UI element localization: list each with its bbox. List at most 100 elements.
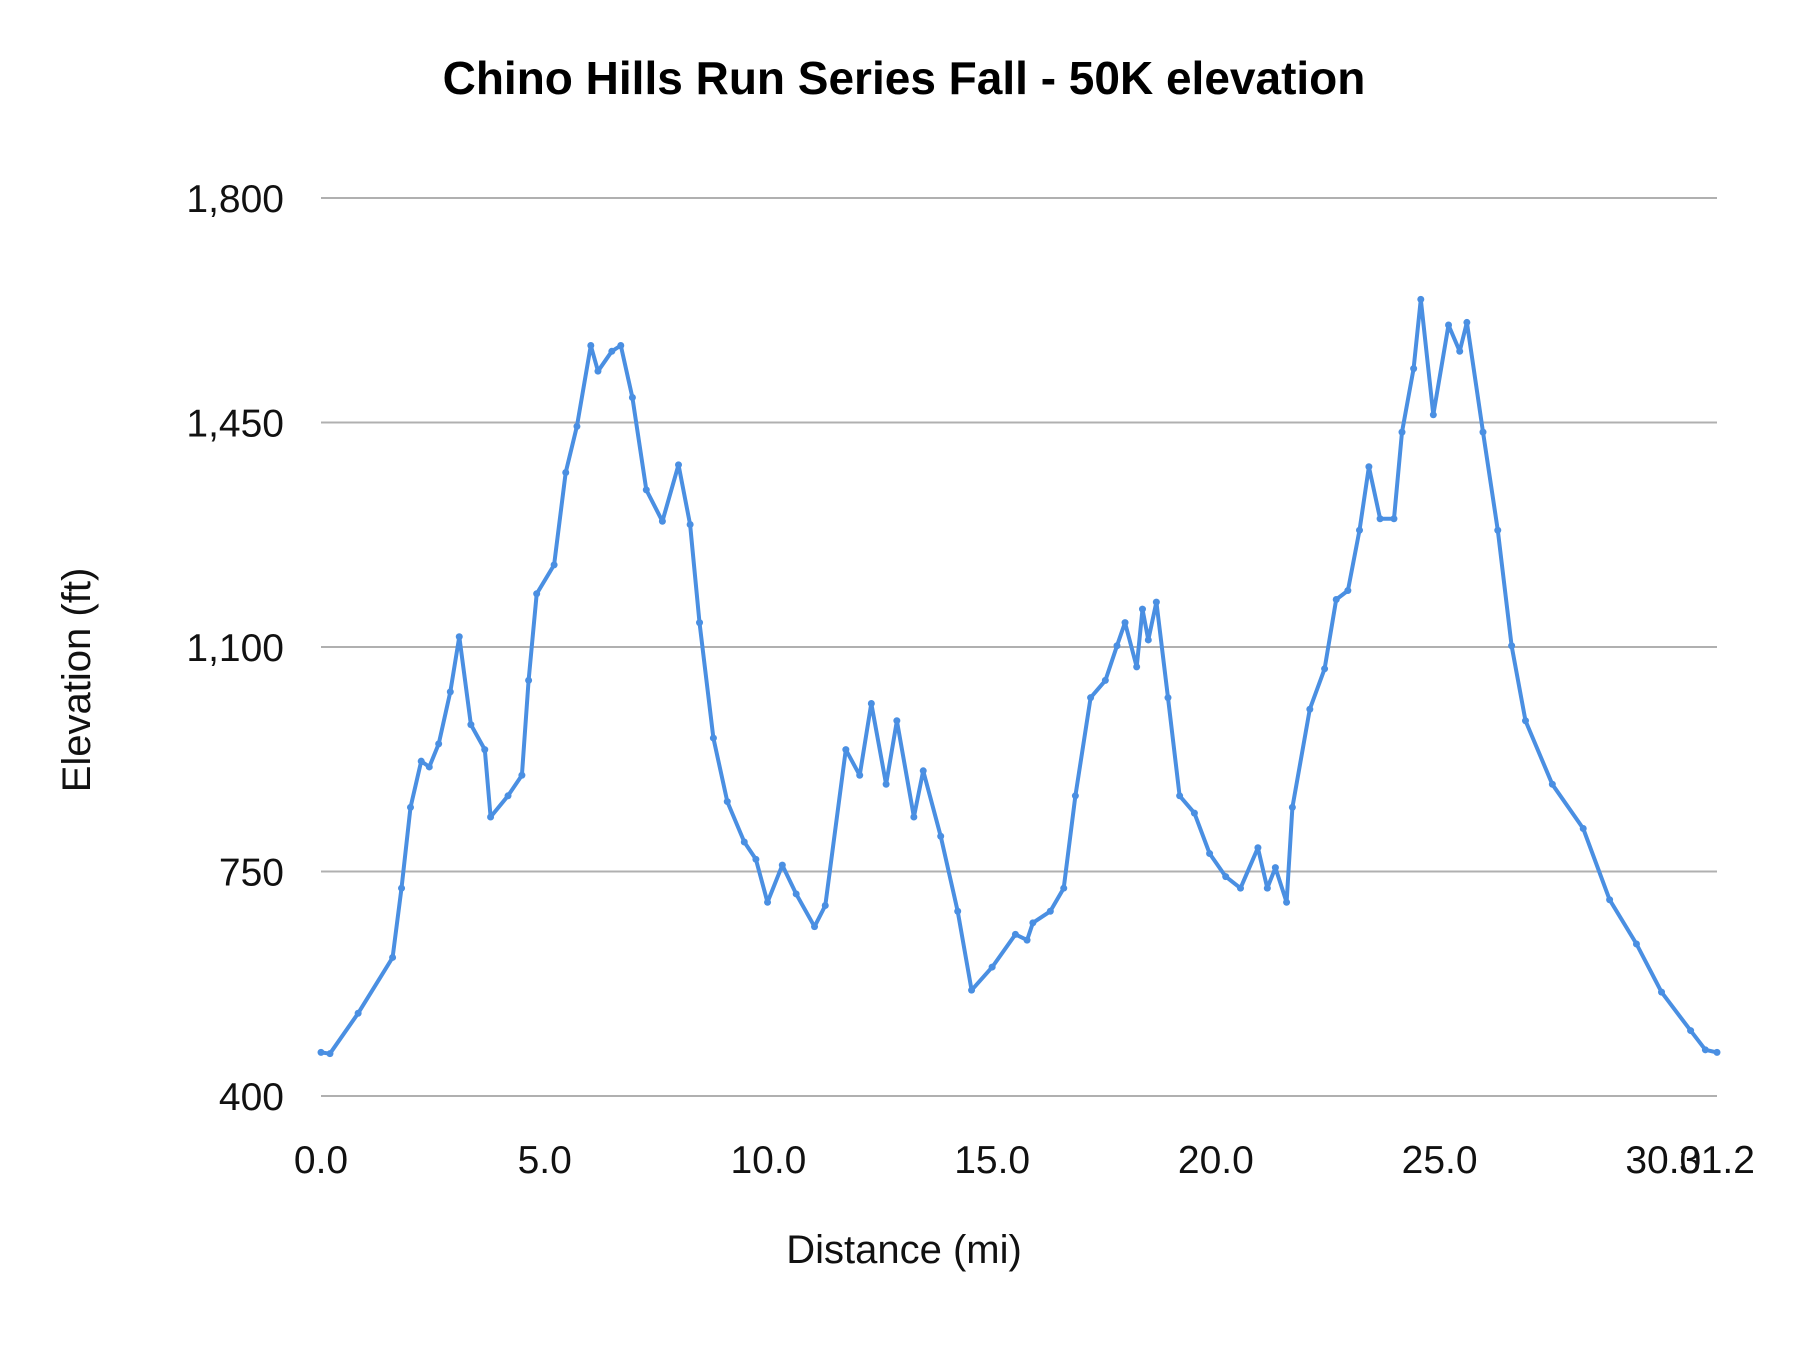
y-axis-ticks: 400 750 1,100 1,450 1,800 — [186, 178, 284, 1119]
data-point — [550, 561, 558, 569]
data-point — [1344, 587, 1352, 595]
y-tick-label: 1,800 — [186, 178, 284, 221]
data-point — [1632, 940, 1640, 948]
x-tick-label: 15.0 — [954, 1139, 1030, 1182]
data-point — [658, 517, 666, 525]
elevation-line — [320, 297, 1718, 1056]
data-point — [1445, 321, 1453, 329]
data-point — [1113, 642, 1121, 650]
data-point — [518, 771, 526, 779]
data-point — [1390, 515, 1398, 523]
data-point — [1101, 676, 1109, 684]
y-tick-label: 1,100 — [186, 627, 284, 670]
data-point — [1508, 642, 1516, 650]
data-point — [573, 422, 581, 430]
x-axis-ticks: 0.0 5.0 10.0 15.0 20.0 25.0 30.031.2 — [294, 1139, 1755, 1182]
data-point — [1606, 896, 1614, 904]
data-point — [628, 393, 636, 401]
y-tick-label: 750 — [219, 852, 284, 895]
data-point — [954, 907, 962, 915]
data-point — [317, 1048, 325, 1056]
data-point — [856, 771, 864, 779]
data-point — [425, 763, 433, 771]
data-point — [1410, 365, 1418, 373]
data-point — [504, 792, 512, 800]
data-point — [821, 901, 829, 909]
data-point — [740, 838, 748, 846]
data-point — [1046, 907, 1054, 915]
data-point — [1701, 1046, 1709, 1054]
y-axis-label: Elevation (ft) — [55, 568, 99, 793]
data-point — [1206, 850, 1214, 858]
data-point — [882, 780, 890, 788]
data-point — [1479, 428, 1487, 436]
y-tick-label: 1,450 — [186, 403, 284, 446]
data-point — [1071, 792, 1079, 800]
data-point — [1254, 844, 1262, 852]
data-point — [1332, 596, 1340, 604]
data-point — [968, 986, 976, 994]
data-point — [752, 855, 760, 863]
x-tick-label: 20.0 — [1178, 1139, 1254, 1182]
data-point — [1321, 665, 1329, 673]
data-point — [642, 486, 650, 494]
data-point — [435, 740, 443, 748]
data-point — [1121, 619, 1129, 627]
data-point — [1417, 295, 1425, 303]
data-point — [988, 963, 996, 971]
data-point — [1398, 428, 1406, 436]
data-point — [867, 699, 875, 707]
data-point — [467, 721, 475, 729]
data-point — [811, 923, 819, 931]
data-point — [709, 734, 717, 742]
data-point — [608, 347, 616, 355]
y-tick-label: 400 — [219, 1076, 284, 1119]
data-point — [1263, 884, 1271, 892]
data-point — [406, 803, 414, 811]
data-point — [562, 469, 570, 477]
data-point — [1152, 598, 1160, 606]
data-point — [1288, 803, 1296, 811]
data-point — [1687, 1027, 1695, 1035]
data-point — [919, 767, 927, 775]
data-point — [481, 746, 489, 754]
data-point — [686, 520, 694, 528]
data-point — [1521, 717, 1529, 725]
data-point — [1222, 873, 1230, 881]
data-point — [1164, 694, 1172, 702]
data-point — [1713, 1048, 1721, 1056]
data-point — [893, 717, 901, 725]
data-point — [354, 1009, 362, 1017]
data-point — [1011, 930, 1019, 938]
data-point — [675, 461, 683, 469]
data-point — [1306, 705, 1314, 713]
data-point — [398, 884, 406, 892]
data-point — [1138, 605, 1146, 613]
data-point — [1029, 919, 1037, 927]
x-tick-label: 5.0 — [518, 1139, 572, 1182]
data-point — [1658, 988, 1666, 996]
chart-title: Chino Hills Run Series Fall - 50K elevat… — [443, 52, 1366, 104]
data-point — [487, 813, 495, 821]
x-tick-label: 31.2 — [1679, 1139, 1755, 1182]
data-point — [778, 861, 786, 869]
x-tick-label: 10.0 — [730, 1139, 806, 1182]
data-point — [1060, 884, 1068, 892]
elevation-series — [317, 295, 1721, 1058]
x-tick-label: 0.0 — [294, 1139, 348, 1182]
data-point — [1271, 864, 1279, 872]
data-point — [1190, 809, 1198, 817]
data-point — [417, 757, 425, 765]
data-point — [1144, 636, 1152, 644]
data-point — [723, 798, 731, 806]
data-point — [696, 619, 704, 627]
data-point — [1023, 936, 1031, 944]
data-point — [389, 953, 397, 961]
data-point — [617, 342, 625, 350]
data-point — [1548, 780, 1556, 788]
data-point — [1087, 694, 1095, 702]
data-point — [525, 676, 533, 684]
data-point — [587, 342, 595, 350]
data-point — [326, 1050, 334, 1058]
